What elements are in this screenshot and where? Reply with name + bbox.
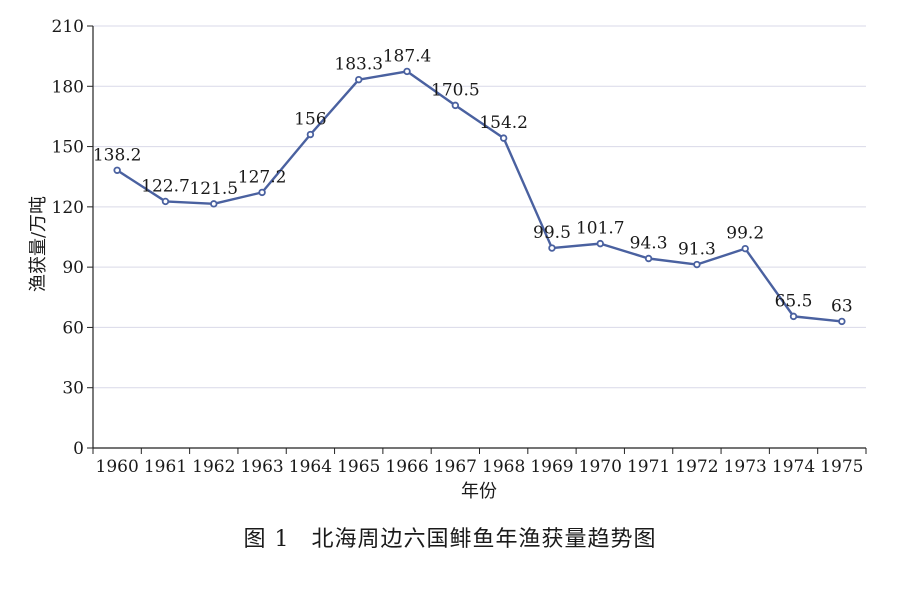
data-point — [789, 312, 798, 321]
x-tick-label: 1961 — [144, 457, 187, 477]
data-label: 99.5 — [533, 223, 571, 243]
x-tick-label: 1962 — [192, 457, 235, 477]
data-label: 122.7 — [141, 176, 190, 196]
data-point — [596, 239, 604, 248]
data-label: 183.3 — [334, 55, 383, 75]
data-point — [644, 254, 653, 263]
x-axis-label: 年份 — [461, 481, 497, 502]
y-tick-label: 150 — [52, 138, 84, 158]
x-tick-label: 1967 — [434, 457, 477, 477]
data-point — [499, 134, 508, 142]
y-tick-label: 180 — [52, 77, 84, 97]
data-label: 156 — [294, 110, 326, 130]
data-point — [548, 244, 556, 252]
data-point — [113, 166, 121, 174]
data-point — [403, 67, 411, 76]
data-label: 121.5 — [189, 179, 238, 199]
data-label: 63 — [831, 296, 853, 316]
axes — [87, 25, 867, 454]
series-polyline — [116, 70, 842, 323]
data-label: 187.4 — [383, 46, 432, 66]
data-point — [741, 244, 749, 253]
y-tick-label: 210 — [52, 17, 84, 37]
data-point — [355, 75, 363, 84]
x-tick-label: 1968 — [482, 457, 525, 477]
y-tick-label: 120 — [52, 198, 84, 218]
figure-number: 1 — [274, 527, 290, 552]
data-point — [258, 188, 266, 197]
y-tick-label: 0 — [73, 439, 84, 459]
data-label: 101.7 — [576, 219, 625, 239]
x-tick-label: 1963 — [240, 457, 283, 477]
y-tick-label: 60 — [62, 318, 84, 338]
x-tick-label: 1970 — [579, 457, 622, 477]
x-tick-label: 1973 — [724, 457, 767, 477]
data-point — [306, 130, 315, 139]
y-axis-label: 渔获量/万吨 — [28, 196, 49, 292]
x-tick-label: 1966 — [385, 457, 428, 477]
x-tick-label: 1971 — [627, 457, 670, 477]
x-tick-label: 1969 — [530, 457, 573, 477]
data-label: 94.3 — [630, 234, 668, 254]
grid-lines — [93, 25, 866, 389]
data-point — [210, 200, 218, 208]
x-tick-label: 1974 — [772, 457, 815, 477]
data-point — [451, 101, 460, 110]
x-tick-label: 1960 — [96, 457, 139, 477]
x-tick-label: 1965 — [337, 457, 380, 477]
figure-label: 图 — [243, 527, 267, 552]
y-tick-label: 30 — [62, 379, 84, 399]
data-label: 91.3 — [678, 240, 716, 260]
data-point — [838, 317, 846, 326]
data-label: 99.2 — [726, 224, 764, 244]
figure-caption: 图 1 北海周边六国鲱鱼年渔获量趋势图 — [0, 521, 900, 553]
data-label: 154.2 — [479, 113, 528, 133]
figure-title: 北海周边六国鲱鱼年渔获量趋势图 — [311, 527, 657, 552]
x-tick-label: 1964 — [289, 457, 332, 477]
data-point — [161, 197, 170, 206]
y-tick-label: 90 — [62, 258, 84, 278]
data-label: 127.2 — [238, 167, 287, 187]
data-label: 170.5 — [431, 80, 480, 100]
x-tick-label: 1972 — [675, 457, 718, 477]
data-label: 138.2 — [93, 145, 142, 165]
series-line — [113, 67, 846, 326]
data-point — [693, 260, 701, 269]
data-label: 65.5 — [775, 291, 813, 311]
x-tick-label: 1975 — [820, 457, 863, 477]
